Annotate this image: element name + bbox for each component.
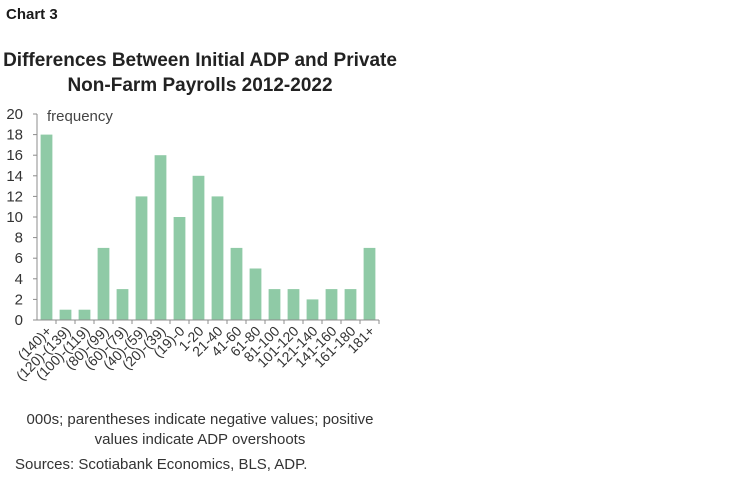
y-tick-label: 12 bbox=[6, 188, 23, 205]
y-axis-title: frequency bbox=[47, 108, 113, 125]
bar bbox=[40, 134, 53, 320]
bar bbox=[97, 247, 110, 320]
bar bbox=[154, 155, 167, 320]
bar bbox=[344, 289, 357, 320]
chart-number-label: Chart 3 bbox=[6, 6, 58, 23]
y-tick-label: 2 bbox=[15, 291, 23, 308]
bar bbox=[325, 289, 338, 320]
y-tick-label: 0 bbox=[15, 312, 23, 329]
x-axis-labels-group: (140)+(120)-(139)(100)-(119)(80)-(99)(60… bbox=[13, 320, 380, 384]
bar bbox=[116, 289, 129, 320]
bar bbox=[249, 268, 262, 320]
y-tick-label: 10 bbox=[6, 209, 23, 226]
chart-title-line-1: Differences Between Initial ADP and Priv… bbox=[3, 50, 397, 71]
bar bbox=[173, 217, 186, 320]
bar bbox=[211, 196, 224, 320]
source-text: Sources: Scotiabank Economics, BLS, ADP. bbox=[15, 456, 308, 473]
bar bbox=[78, 309, 91, 320]
chart-note: 000s; parentheses indicate negative valu… bbox=[0, 410, 400, 450]
chart-note-line-1: 000s; parentheses indicate negative valu… bbox=[26, 411, 374, 428]
bars-group bbox=[40, 134, 376, 320]
bar bbox=[59, 309, 72, 320]
bar bbox=[230, 247, 243, 320]
chart-title-line-2: Non-Farm Payrolls 2012-2022 bbox=[67, 75, 333, 96]
chart-note-line-2: values indicate ADP overshoots bbox=[94, 431, 306, 448]
y-tick-label: 18 bbox=[6, 127, 23, 144]
y-tick-label: 16 bbox=[6, 147, 23, 164]
y-axis-ticks-group: 0 2 4 6 8 10 12 14 16 18 20 bbox=[6, 106, 37, 329]
y-tick-label: 20 bbox=[6, 106, 23, 123]
y-tick-label: 6 bbox=[15, 250, 23, 267]
bar bbox=[192, 175, 205, 320]
y-tick-label: 4 bbox=[15, 271, 23, 288]
y-tick-label: 14 bbox=[6, 168, 23, 185]
bar bbox=[135, 196, 148, 320]
y-tick-label: 8 bbox=[15, 230, 23, 247]
bar bbox=[306, 299, 319, 320]
bar bbox=[287, 289, 300, 320]
bar bbox=[363, 247, 376, 320]
bar bbox=[268, 289, 281, 320]
chart-title: Differences Between Initial ADP and Priv… bbox=[0, 48, 400, 98]
